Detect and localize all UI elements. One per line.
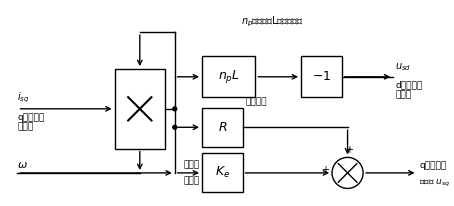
Text: +: +	[321, 165, 329, 175]
Text: $-1$: $-1$	[312, 70, 331, 83]
Circle shape	[332, 157, 363, 188]
Text: q坐标系定: q坐标系定	[17, 113, 45, 122]
Bar	[202, 153, 243, 192]
Text: $n_p$为极对数L为电机电感: $n_p$为极对数L为电机电感	[241, 15, 303, 29]
Text: 子电压 $u_{sq}$: 子电压 $u_{sq}$	[419, 178, 451, 189]
Bar	[202, 56, 255, 97]
Text: $i_{sq}$: $i_{sq}$	[17, 91, 30, 105]
Text: +: +	[345, 145, 353, 155]
Text: $K_e$: $K_e$	[215, 165, 230, 180]
Bar	[114, 69, 165, 149]
Text: $R$: $R$	[217, 121, 227, 134]
Text: 电动势: 电动势	[184, 177, 200, 186]
Text: $\omega$: $\omega$	[17, 160, 28, 170]
Text: 子电流: 子电流	[17, 122, 34, 131]
Circle shape	[173, 125, 177, 129]
Text: $u_{sd}$: $u_{sd}$	[395, 61, 411, 73]
Bar	[202, 108, 243, 147]
Text: 子电压: 子电压	[395, 90, 411, 99]
Circle shape	[173, 107, 177, 111]
Text: d坐标系定: d坐标系定	[395, 81, 422, 90]
Text: 定子电阻: 定子电阻	[246, 97, 267, 106]
Text: 电机反: 电机反	[184, 160, 200, 169]
Text: q坐标系定: q坐标系定	[419, 161, 447, 170]
Text: $n_pL$: $n_pL$	[217, 68, 240, 85]
Bar	[301, 56, 342, 97]
